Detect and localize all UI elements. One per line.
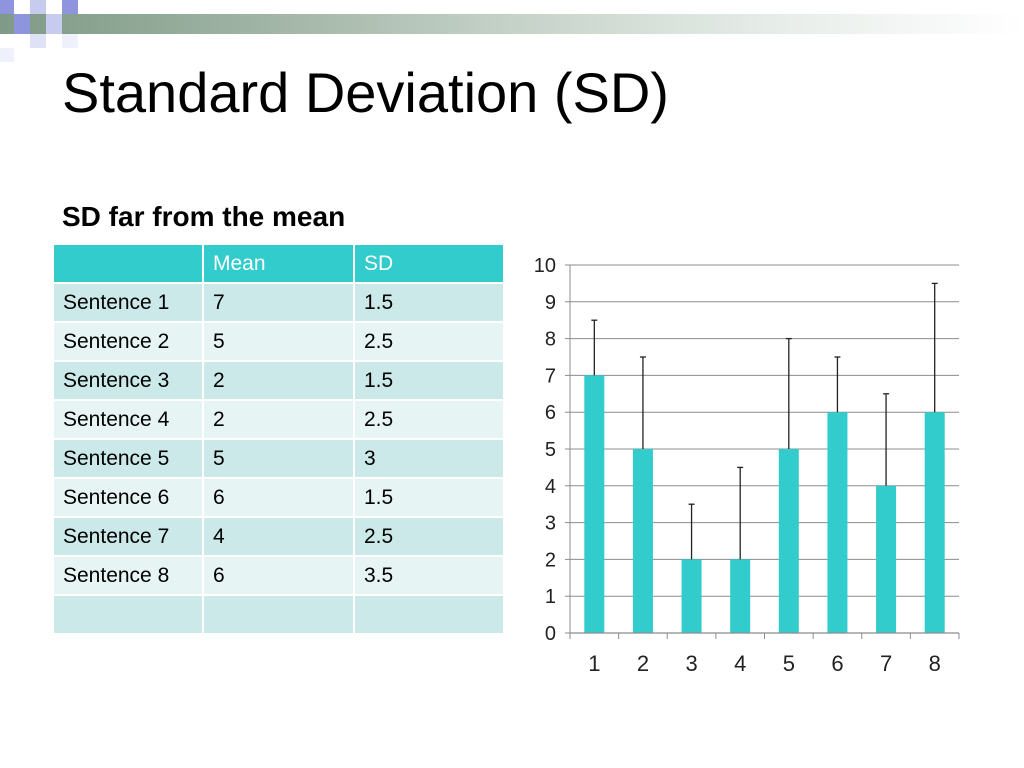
table-row: Sentence 8 6 3.5: [52, 555, 505, 596]
bar: [632, 449, 653, 633]
y-tick-label: 9: [545, 292, 556, 314]
x-tick-label: 6: [831, 651, 843, 676]
x-tick-label: 3: [685, 651, 697, 676]
y-tick-label: 2: [545, 549, 556, 571]
table-row: Sentence 2 5 2.5: [52, 321, 505, 362]
bar: [730, 559, 751, 633]
sd-cell: 3: [353, 438, 505, 479]
mean-cell: 2: [202, 399, 355, 440]
x-tick-label: 7: [880, 651, 892, 676]
x-tick-label: 4: [734, 651, 746, 676]
y-tick-label: 10: [534, 255, 556, 277]
table-row: [52, 594, 505, 635]
mean-cell: 6: [202, 477, 355, 518]
table-row: Sentence 4 2 2.5: [52, 399, 505, 440]
row-label: Sentence 2: [52, 321, 204, 362]
row-label: Sentence 5: [52, 438, 204, 479]
table-row: Sentence 6 6 1.5: [52, 477, 505, 518]
row-label: [52, 594, 204, 635]
sd-cell: 2.5: [353, 516, 505, 557]
decorative-header-band: [0, 14, 1024, 34]
row-label: Sentence 1: [52, 282, 204, 323]
row-label: Sentence 8: [52, 555, 204, 596]
row-label: Sentence 4: [52, 399, 204, 440]
bar: [681, 559, 702, 633]
bar: [584, 375, 605, 633]
y-tick-label: 1: [545, 586, 556, 608]
mean-cell: 5: [202, 438, 355, 479]
row-label: Sentence 7: [52, 516, 204, 557]
table-row: Sentence 3 2 1.5: [52, 360, 505, 401]
bar: [778, 449, 799, 633]
sd-cell: 2.5: [353, 321, 505, 362]
bar: [827, 412, 848, 633]
x-tick-label: 8: [929, 651, 941, 676]
header-cell-sd: SD: [353, 243, 505, 284]
sd-cell: [353, 594, 505, 635]
mean-cell: 7: [202, 282, 355, 323]
header-cell-blank: [52, 243, 204, 284]
sd-cell: 3.5: [353, 555, 505, 596]
slide-subtitle: SD far from the mean: [62, 201, 346, 232]
mean-cell: [202, 594, 355, 635]
header-cell-mean: Mean: [202, 243, 355, 284]
bar-chart: 0 1 2 3 4 5 6 7 8 9 10 1 2 3 4 5 6 7 8: [534, 255, 960, 676]
y-tick-label: 6: [545, 402, 556, 424]
row-label: Sentence 6: [52, 477, 204, 518]
row-label: Sentence 3: [52, 360, 204, 401]
sd-cell: 1.5: [353, 477, 505, 518]
data-table: Mean SD Sentence 1 7 1.5 Sentence 2 5 2.…: [52, 243, 505, 635]
x-tick-label: 2: [637, 651, 649, 676]
y-tick-label: 3: [545, 513, 556, 535]
table-row: Sentence 5 5 3: [52, 438, 505, 479]
slide-title: Standard Deviation (SD): [62, 61, 669, 124]
y-tick-label: 8: [545, 329, 556, 351]
y-tick-label: 7: [545, 365, 556, 387]
table-row: Sentence 7 4 2.5: [52, 516, 505, 557]
bar: [876, 485, 897, 633]
y-tick-label: 5: [545, 439, 556, 461]
y-tick-label: 4: [545, 476, 556, 498]
x-tick-label: 1: [588, 651, 600, 676]
y-tick-label: 0: [545, 623, 556, 645]
bar: [924, 412, 945, 633]
mean-cell: 6: [202, 555, 355, 596]
x-tick-label: 5: [783, 651, 795, 676]
sd-cell: 1.5: [353, 282, 505, 323]
sd-cell: 1.5: [353, 360, 505, 401]
mean-cell: 4: [202, 516, 355, 557]
mean-cell: 5: [202, 321, 355, 362]
table-row: Sentence 1 7 1.5: [52, 282, 505, 323]
sd-cell: 2.5: [353, 399, 505, 440]
mean-cell: 2: [202, 360, 355, 401]
table-header-row: Mean SD: [52, 243, 505, 284]
